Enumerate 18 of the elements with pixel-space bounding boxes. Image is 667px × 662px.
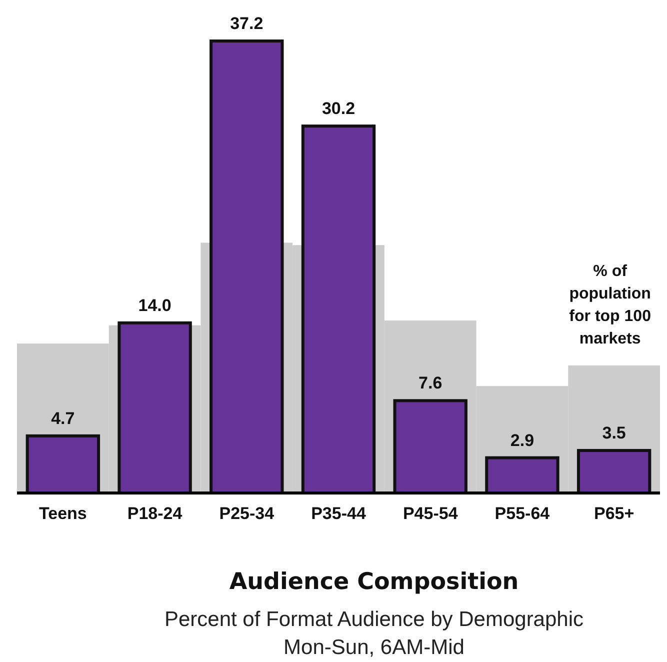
data-label: 14.0: [138, 296, 172, 315]
x-tick-label: P25-34: [219, 504, 275, 524]
x-tick-label: P18-24: [127, 504, 183, 524]
x-tick-label: P65+: [594, 504, 634, 524]
text: Audience Composition: [229, 569, 519, 595]
x-tick-label: P55-64: [494, 504, 550, 524]
data-label: 3.5: [602, 423, 626, 442]
data-label: 7.6: [418, 374, 442, 393]
x-tick-label: Teens: [38, 504, 87, 524]
data-label: 4.7: [51, 408, 75, 428]
x-tick-label: P35-44: [311, 504, 366, 524]
data-label: 37.2: [230, 14, 264, 33]
text: Mon-Sun, 6AM-Mid: [284, 636, 464, 659]
series-label: % of population for top 100 markets: [569, 262, 652, 348]
text: Percent of Format Audience by Demographic: [164, 608, 584, 631]
data-label: 2.9: [510, 430, 534, 450]
x-tick-label: P45-54: [402, 504, 458, 524]
data-label: 30.2: [322, 99, 356, 118]
